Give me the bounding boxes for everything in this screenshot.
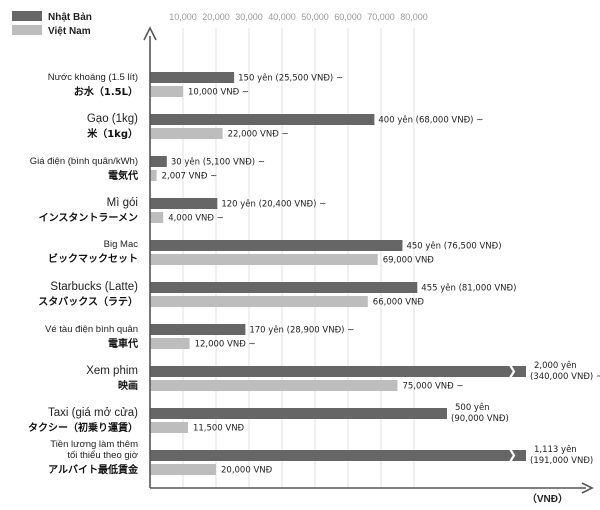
category-label-jp: 米（1kg） [87,127,138,140]
bar-vietnam [150,170,157,181]
category-label-jp: アルバイト最低賃金 [48,463,139,476]
category-label: Starbucks (Latte) [50,281,138,293]
unit-label: （VNĐ） [527,492,568,505]
data-label-japan-line2: (191,000 VNĐ) [530,456,593,466]
bar-vietnam [150,296,368,307]
category-label: Tiền lương làm thêm [50,439,138,450]
category-label-jp: 電気代 [108,169,138,182]
data-label-vietnam: 69,000 VNĐ [383,256,435,266]
bar-vietnam [150,128,223,139]
bar-japan [150,282,418,293]
category-label-jp: ビックマックセット [48,252,138,265]
data-label-vietnam: 20,000 VNĐ [221,466,273,476]
category-label: tối thiểu theo giờ [67,450,138,461]
category-label: Big Mac [104,239,139,250]
data-label-japan: 120 yên (20,400 VNĐ) ~ [221,199,326,210]
data-label-japan: 400 yên (68,000 VNĐ) ~ [378,115,483,126]
data-label-japan-line2: (340,000 VNĐ) ~ [530,372,600,382]
bar-break-mark [509,364,516,379]
x-tick-label: 30,000 [235,12,263,22]
category-label: Nước khoáng (1.5 lít) [48,72,138,83]
x-tick-labels: 10,000 20,000 30,000 40,000 50,000 60,000 70,0… [169,12,428,22]
data-label-japan: 150 yên (25,500 VNĐ) ~ [238,73,343,84]
category-label-jp: タクシー（初乗り運賃） [28,421,138,434]
data-label-japan-line2: (90,000 VNĐ) [451,414,509,424]
category-label: Vé tàu điện bình quân [45,324,138,335]
bar-vietnam [150,380,398,391]
bar-break-mark [509,448,516,463]
legend-swatch [12,25,42,35]
category-label: Taxi (giá mở cửa) [48,407,138,419]
x-tick-label: 60,000 [334,12,362,22]
category-label-jp: スタバックス（ラテ） [38,295,138,308]
axes: （VNĐ） [143,26,594,505]
category-labels: Nước khoáng (1.5 lít) お水（1.5L） Gạo (1kg) 米（… [28,72,139,476]
legend-label: Việt Nam [48,26,91,37]
bar-vietnam [150,464,216,475]
category-label-jp: 映画 [118,379,138,392]
bar-japan [150,72,235,83]
x-tick-label: 70,000 [367,12,395,22]
data-label-vietnam: 11,500 VNĐ [193,424,245,434]
data-label-vietnam: 4,000 VNĐ ~ [168,214,224,224]
category-label-jp: インスタントラーメン [39,212,138,224]
data-label-japan: 170 yên (28,900 VNĐ) ~ [249,325,354,336]
bar-japan [150,240,403,251]
category-label-jp: お水（1.5L） [74,85,138,98]
x-tick-label: 10,000 [169,12,197,22]
x-axis-arrow [581,482,594,494]
legend: Nhật Bản Việt Nam [12,11,92,37]
data-label-japan: 30 yên (5,100 VNĐ) ~ [171,157,265,168]
data-label-japan: 455 yên (81,000 VNĐ) [421,283,516,294]
bar-vietnam [150,212,164,223]
bar-vietnam [150,86,183,97]
y-axis-arrow [143,26,157,41]
data-label-vietnam: 66,000 VNĐ [373,298,425,308]
bar-japan [150,324,246,335]
bar-japan [150,156,167,167]
bar-japan [150,114,375,125]
legend-label: Nhật Bản [48,12,92,23]
x-tick-label: 50,000 [301,12,329,22]
data-label-japan: 450 yên (76,500 VNĐ) [406,241,501,252]
bar-vietnam [150,338,190,349]
data-label-japan: 2,000 yên [534,360,577,371]
x-tick-label: 20,000 [202,12,230,22]
data-label-vietnam: 12,000 VNĐ ~ [195,340,256,350]
category-label-jp: 電車代 [108,337,138,350]
category-label: Mì gói [107,197,138,209]
data-label-japan: 1,113 yên [534,444,577,455]
data-label-vietnam: 10,000 VNĐ ~ [188,88,249,98]
category-label: Giá điện (bình quân/kWh) [30,156,138,167]
category-label: Xem phim [86,365,138,377]
data-label-vietnam: 22,000 VNĐ ~ [228,130,289,140]
x-tick-label: 80,000 [400,12,428,22]
legend-swatch [12,11,42,21]
category-label: Gạo (1kg) [87,113,138,125]
bar-japan [150,450,526,461]
data-label-japan: 500 yên [455,402,490,413]
bar-japan [150,408,447,419]
bar-vietnam [150,254,378,265]
bar-japan [150,198,218,209]
x-tick-label: 40,000 [268,12,296,22]
bars: 150 yên (25,500 VNĐ) ~ 10,000 VNĐ ~ 400 yê… [150,72,600,476]
bar-japan [150,366,526,377]
bar-vietnam [150,422,188,433]
data-label-vietnam: 2,007 VNĐ ~ [162,172,218,182]
data-label-vietnam: 75,000 VNĐ ~ [403,382,464,392]
